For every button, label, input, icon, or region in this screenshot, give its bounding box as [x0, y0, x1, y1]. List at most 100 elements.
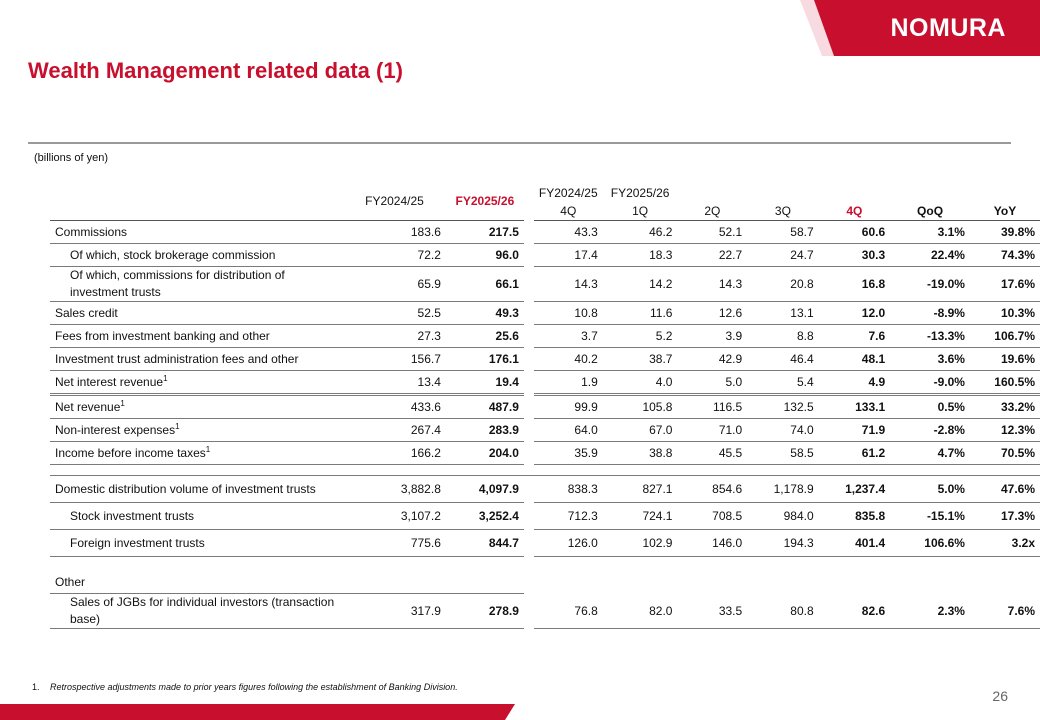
header-q-3: 3Q — [747, 202, 819, 221]
table-row-net-interest-revenue: Net interest revenue1 13.4 19.4 1.9 4.0 … — [50, 370, 1040, 396]
row-label: Net revenue1 — [50, 394, 344, 419]
row-label: Commissions — [50, 220, 344, 244]
cell-q-1: 14.2 — [602, 266, 678, 302]
cell-q-3: 20.8 — [747, 266, 819, 302]
cell-q-2: 5.0 — [677, 370, 748, 396]
cell-q-3: 13.1 — [747, 301, 819, 325]
cell-q-1: 38.7 — [602, 347, 678, 371]
data-table: FY2024/25 FY2025/26 FY2024/25 FY2025/26 … — [50, 184, 1040, 629]
cell-yoy: 47.6% — [969, 475, 1040, 503]
row-label: Sales of JGBs for individual investors (… — [50, 593, 344, 629]
row-label: Stock investment trusts — [50, 502, 344, 530]
cell-qoq: 3.1% — [890, 220, 970, 244]
cell-q-0: 10.8 — [533, 301, 603, 325]
cell-fy-curr: 844.7 — [445, 529, 524, 557]
header-q-4: 4Q — [818, 202, 891, 221]
cell-fy-prev: 13.4 — [343, 370, 446, 396]
cell-fy-curr: 176.1 — [445, 347, 524, 371]
header-yoy: YoY — [969, 202, 1040, 221]
cell-fy-prev: 183.6 — [343, 220, 446, 244]
header-fy-prev: FY2024/25 — [343, 192, 446, 211]
table-row-commissions: Commissions 183.6 217.5 43.3 46.2 52.1 5… — [50, 220, 1040, 244]
cell-fy-curr: 4,097.9 — [445, 475, 524, 503]
table-row-sales-credit: Sales credit 52.5 49.3 10.8 11.6 12.6 13… — [50, 301, 1040, 325]
cell-fy-prev: 52.5 — [343, 301, 446, 325]
cell-q-3: 5.4 — [747, 370, 819, 396]
cell-fy-curr: 49.3 — [445, 301, 524, 325]
cell-q-1: 827.1 — [602, 475, 678, 503]
cell-q-4: 82.6 — [818, 593, 891, 629]
cell-yoy: 3.2x — [969, 529, 1040, 557]
cell-q-3: 132.5 — [747, 394, 819, 419]
cell-q-3: 58.5 — [747, 441, 819, 465]
cell-q-1: 4.0 — [602, 370, 678, 396]
cell-qoq: 2.3% — [890, 593, 970, 629]
cell-q-0: 76.8 — [533, 593, 603, 629]
cell-fy-prev: 27.3 — [343, 324, 446, 348]
cell-qoq: -19.0% — [890, 266, 970, 302]
cell-q-0: 64.0 — [533, 418, 603, 442]
cell-yoy: 12.3% — [969, 418, 1040, 442]
footnote-text: Retrospective adjustments made to prior … — [50, 682, 458, 692]
cell-fy-curr: 3,252.4 — [445, 502, 524, 530]
table-row-stock-brokerage: Of which, stock brokerage commission 72.… — [50, 243, 1040, 267]
cell-q-4: 71.9 — [818, 418, 891, 442]
cell-fy-prev: 72.2 — [343, 243, 446, 267]
cell-fy-prev: 3,107.2 — [343, 502, 446, 530]
cell-q-1: 67.0 — [602, 418, 678, 442]
cell-fy-prev: 433.6 — [343, 394, 446, 419]
cell-yoy: 106.7% — [969, 324, 1040, 348]
header-q-1: 1Q — [602, 202, 678, 221]
cell-q-0: 35.9 — [533, 441, 603, 465]
cell-q-2: 33.5 — [677, 593, 748, 629]
table-row-income-before-taxes: Income before income taxes1 166.2 204.0 … — [50, 441, 1040, 465]
cell-qoq: -8.9% — [890, 301, 970, 325]
cell-fy-prev: 3,882.8 — [343, 475, 446, 503]
cell-yoy: 70.5% — [969, 441, 1040, 465]
cell-yoy: 39.8% — [969, 220, 1040, 244]
cell-q-2: 146.0 — [677, 529, 748, 557]
cell-q-1: 82.0 — [602, 593, 678, 629]
cell-q-4: 30.3 — [818, 243, 891, 267]
cell-fy-prev: 775.6 — [343, 529, 446, 557]
title-divider — [28, 142, 1011, 144]
table-row-jgb-sales: Sales of JGBs for individual investors (… — [50, 593, 1040, 629]
row-label: Foreign investment trusts — [50, 529, 344, 557]
cell-q-0: 14.3 — [533, 266, 603, 302]
row-label: Sales credit — [50, 301, 344, 325]
cell-q-3: 8.8 — [747, 324, 819, 348]
cell-q-0: 1.9 — [533, 370, 603, 396]
cell-fy-prev: 267.4 — [343, 418, 446, 442]
footnote-ref: 1 — [205, 445, 211, 454]
footnote-ref: 1 — [120, 399, 125, 408]
page-number: 26 — [992, 688, 1008, 704]
cell-q-0: 126.0 — [533, 529, 603, 557]
cell-q-3: 194.3 — [747, 529, 819, 557]
cell-q-3: 1,178.9 — [747, 475, 819, 503]
header-q-curr-group: FY2025/26 — [610, 186, 670, 200]
cell-fy-prev: 156.7 — [343, 347, 446, 371]
cell-q-3: 46.4 — [747, 347, 819, 371]
cell-q-4: 7.6 — [818, 324, 891, 348]
cell-fy-prev: 65.9 — [343, 266, 446, 302]
cell-q-2: 45.5 — [677, 441, 748, 465]
cell-q-1: 11.6 — [602, 301, 678, 325]
cell-q-1: 724.1 — [602, 502, 678, 530]
table-row-foreign-investment-trusts: Foreign investment trusts 775.6 844.7 12… — [50, 529, 1040, 557]
footnote-ref: 1 — [175, 422, 180, 431]
cell-q-4: 48.1 — [818, 347, 891, 371]
table-row-non-interest-expenses: Non-interest expenses1 267.4 283.9 64.0 … — [50, 418, 1040, 442]
table-row-investment-banking-fees: Fees from investment banking and other 2… — [50, 324, 1040, 348]
cell-q-1: 38.8 — [602, 441, 678, 465]
cell-q-3: 58.7 — [747, 220, 819, 244]
footer-band — [0, 704, 515, 720]
cell-q-0: 712.3 — [533, 502, 603, 530]
cell-qoq: 3.6% — [890, 347, 970, 371]
nomura-logo: NOMURA — [890, 14, 1006, 42]
cell-q-4: 1,237.4 — [818, 475, 891, 503]
footnote-ref: 1 — [163, 374, 168, 383]
cell-q-4: 133.1 — [818, 394, 891, 419]
table-row-domestic-distribution-volume: Domestic distribution volume of investme… — [50, 475, 1040, 503]
header-q-2: 2Q — [677, 202, 748, 221]
cell-q-4: 60.6 — [818, 220, 891, 244]
